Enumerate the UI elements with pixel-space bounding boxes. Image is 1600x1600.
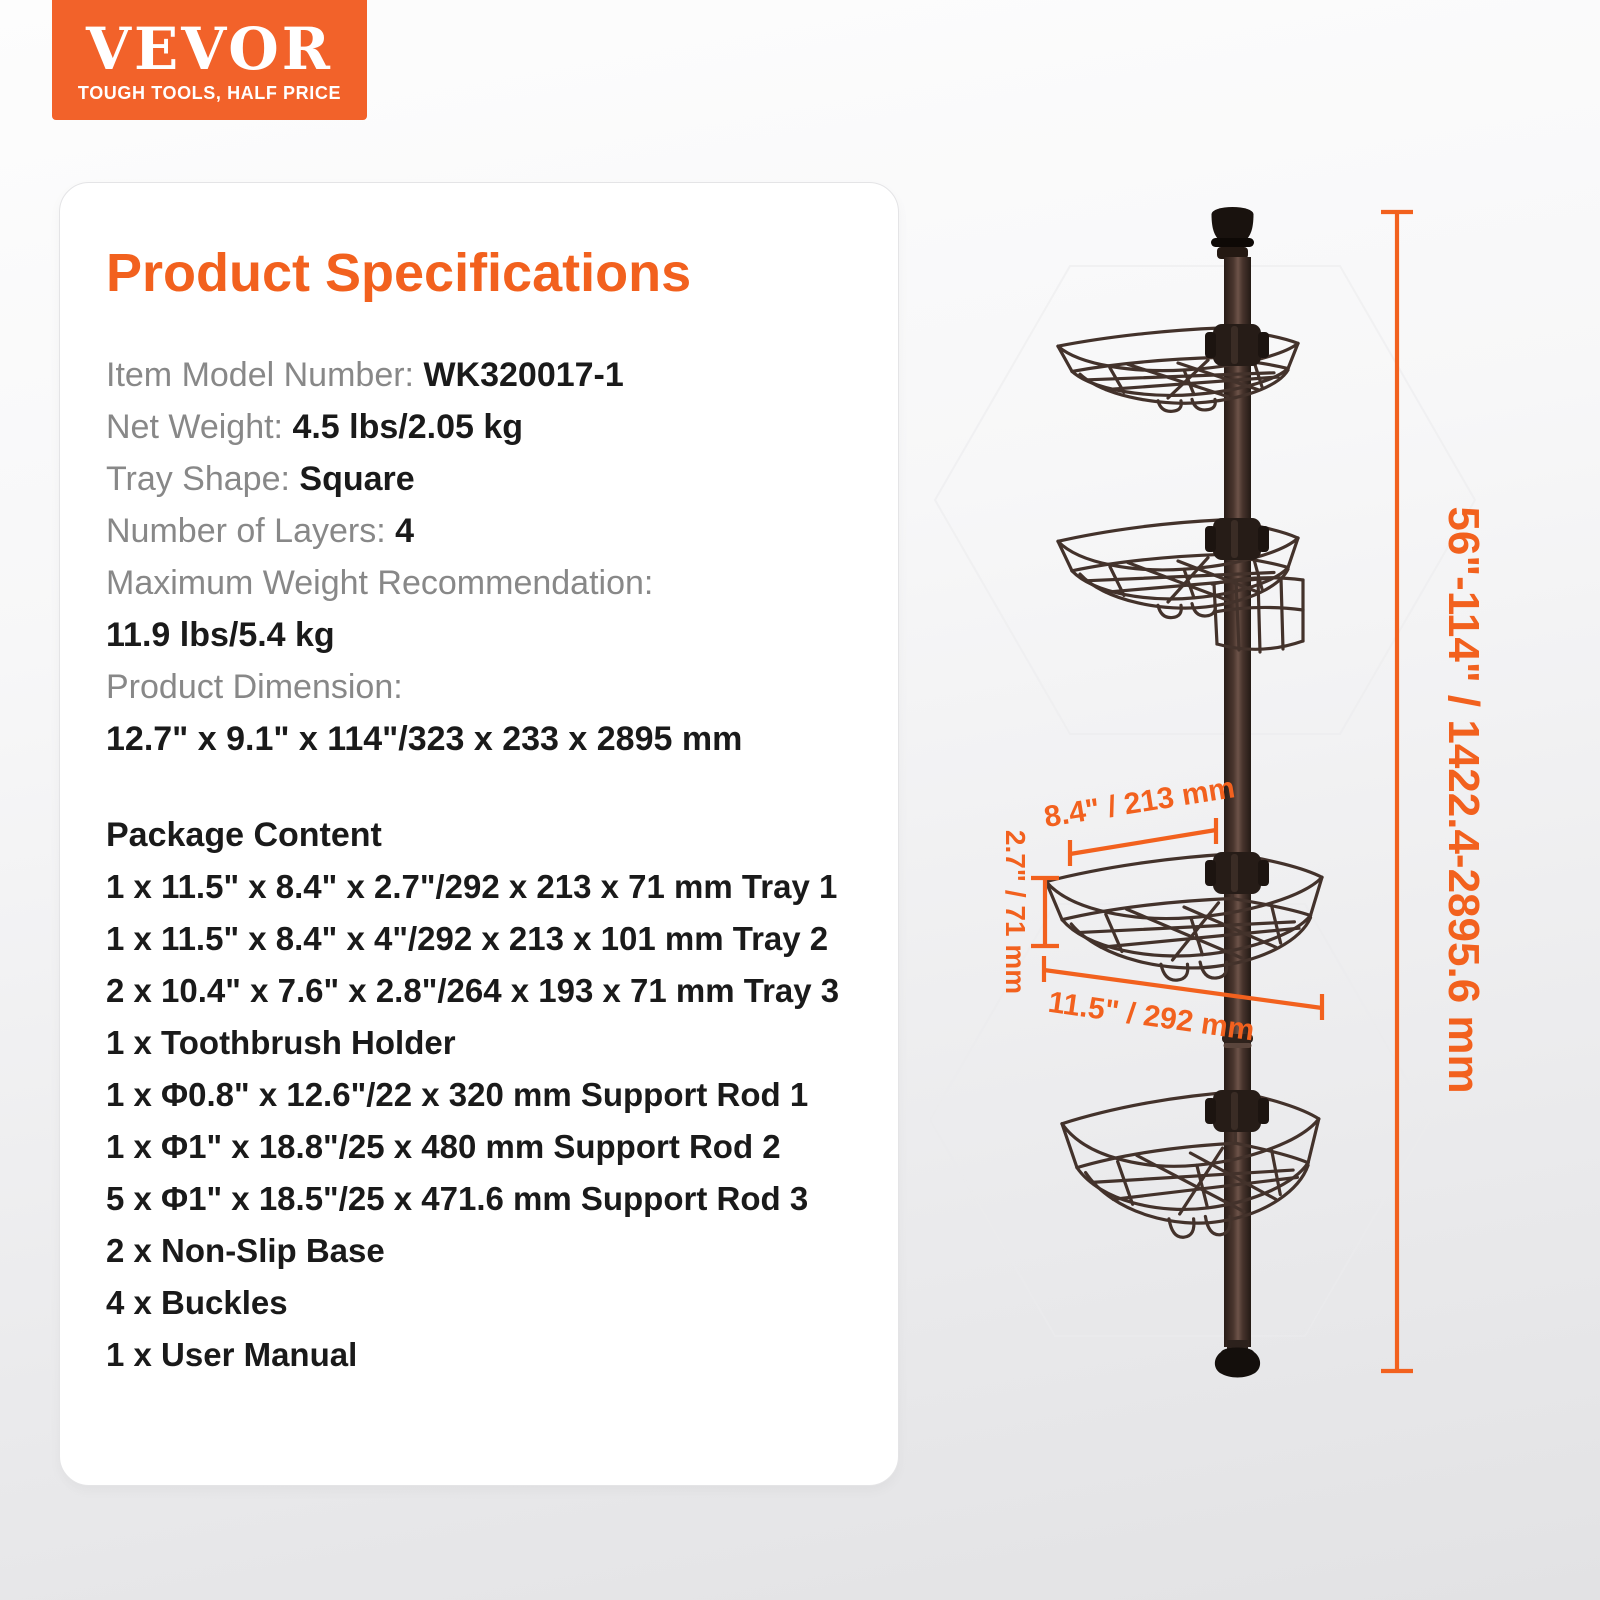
package-content-heading: Package Content (106, 816, 382, 854)
height-dimension-label: 56"-114" / 1422.4-2895.6 mm (1439, 506, 1488, 1093)
package-item-support-rod1: 1 x Φ0.8" x 12.6"/22 x 320 mm Support Ro… (106, 1076, 809, 1113)
vevor-logo-text: VEVOR (86, 15, 333, 83)
pole-foot (1214, 1347, 1261, 1378)
toothbrush-holder (1210, 576, 1305, 654)
tray-width-dimension-line (1069, 827, 1217, 857)
spec-row-dimension-value: 12.7" x 9.1" x 114"/323 x 233 x 2895 mm (106, 713, 870, 765)
watermark-hexagon (930, 903, 1432, 1337)
spec-row-layers: Number of Layers: 4 (106, 505, 870, 557)
package-item-tray3: 2 x 10.4" x 7.6" x 2.8"/264 x 193 x 71 m… (106, 972, 840, 1009)
height-dimension: 56"-114" / 1422.4-2895.6 mm (1381, 209, 1488, 1374)
package-item-support-rod2: 1 x Φ1" x 18.8"/25 x 480 mm Support Rod … (106, 1128, 781, 1165)
product-figure: 56"-114" / 1422.4-2895.6 mm 8.4" / 213 m… (930, 207, 1488, 1378)
tray-width-dimension-label: 8.4" / 213 mm (1042, 771, 1237, 834)
pole-shaft (1224, 257, 1251, 1347)
basket-clamp-1 (1205, 324, 1269, 366)
spec-value: 4.5 lbs/2.05 kg (292, 408, 524, 446)
spec-label: Maximum Weight Recommendation: (106, 564, 654, 602)
spec-label: Number of Layers: (106, 512, 396, 550)
basket-tier-3 (1044, 852, 1324, 983)
tray-width-dimension: 8.4" / 213 mm (1042, 771, 1237, 866)
package-item-user-manual: 1 x User Manual (106, 1336, 358, 1373)
vevor-logo: VEVOR TOUGH TOOLS, HALF PRICE (52, 0, 367, 120)
spec-row-max-weight-value: 11.9 lbs/5.4 kg (106, 609, 870, 661)
vevor-logo-tagline: TOUGH TOOLS, HALF PRICE (77, 83, 342, 103)
spec-value: Square (299, 460, 415, 498)
basket-tier-4 (1060, 1090, 1321, 1240)
spec-row-tray-shape: Tray Shape: Square (106, 453, 870, 505)
package-item-toothbrush-holder: 1 x Toothbrush Holder (106, 1024, 456, 1061)
spec-row-dimension-label: Product Dimension: (106, 661, 870, 713)
watermark-hexagon (933, 265, 1477, 735)
spec-card: Product Specifications Item Model Number… (59, 182, 899, 1486)
spec-label: Product Dimension: (106, 668, 403, 706)
package-item-support-rod3: 5 x Φ1" x 18.5"/25 x 471.6 mm Support Ro… (106, 1180, 809, 1217)
spec-value: WK320017-1 (423, 356, 624, 394)
spec-value: 4 (395, 512, 415, 550)
basket-clamp-2 (1205, 518, 1269, 560)
tray-height-dimension: 2.7" / 71 mm (1000, 830, 1059, 994)
spec-label: Item Model Number: (106, 356, 424, 394)
spec-label: Net Weight: (106, 408, 293, 446)
tray-depth-dimension: 11.5" / 292 mm (1041, 956, 1325, 1047)
page-title: Product Specifications (106, 243, 692, 303)
spec-label: Tray Shape: (106, 460, 300, 498)
package-item-tray1: 1 x 11.5" x 8.4" x 2.7"/292 x 213 x 71 m… (106, 868, 838, 905)
package-item-non-slip-base: 2 x Non-Slip Base (106, 1232, 385, 1269)
package-item-buckles: 4 x Buckles (106, 1284, 288, 1321)
spec-row-weight: Net Weight: 4.5 lbs/2.05 kg (106, 401, 870, 453)
basket-clamp-4 (1205, 1090, 1269, 1132)
tray-depth-dimension-line (1043, 967, 1323, 1011)
tray-height-dimension-label: 2.7" / 71 mm (1000, 830, 1031, 994)
spec-value: 12.7" x 9.1" x 114"/323 x 233 x 2895 mm (106, 720, 743, 758)
spec-row-model: Item Model Number: WK320017-1 (106, 349, 870, 401)
tension-pole (1211, 207, 1261, 1378)
basket-clamp-3 (1205, 852, 1269, 894)
spec-value: 11.9 lbs/5.4 kg (106, 616, 335, 654)
package-item-tray2: 1 x 11.5" x 8.4" x 4"/292 x 213 x 101 mm… (106, 920, 829, 957)
spec-row-max-weight-label: Maximum Weight Recommendation: (106, 557, 870, 609)
pole-joint (1222, 1034, 1253, 1043)
